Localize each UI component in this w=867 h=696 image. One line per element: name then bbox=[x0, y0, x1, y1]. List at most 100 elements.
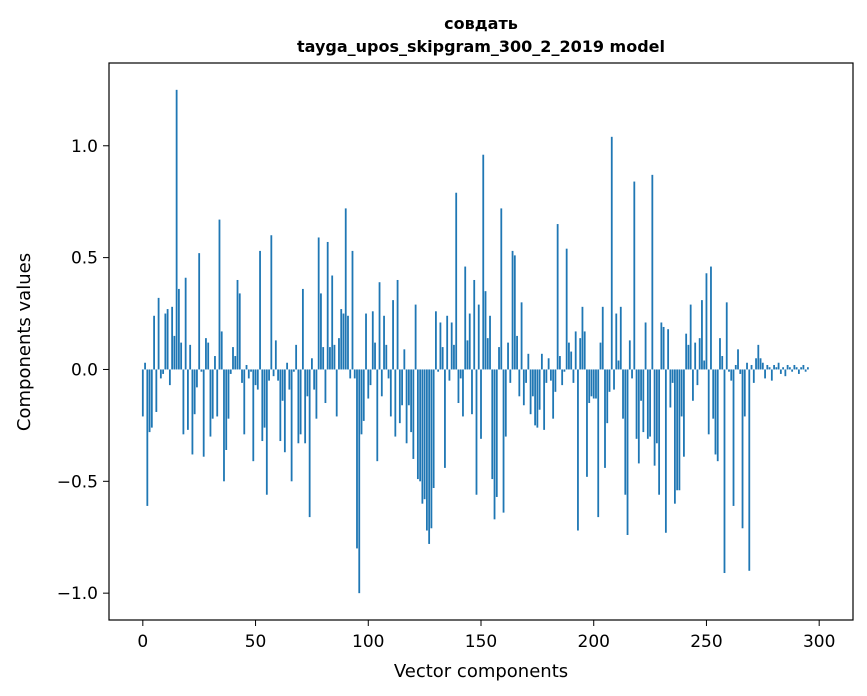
bar-256 bbox=[719, 338, 721, 370]
bar-154 bbox=[489, 315, 491, 370]
bar-217 bbox=[631, 369, 633, 379]
bar-269 bbox=[748, 369, 751, 571]
bar-43 bbox=[238, 293, 241, 370]
bar-95 bbox=[356, 369, 358, 549]
bar-168 bbox=[520, 302, 523, 370]
bar-53 bbox=[261, 369, 264, 442]
bar-136 bbox=[448, 369, 451, 381]
bar-114 bbox=[398, 369, 401, 424]
x-tick-label: 0 bbox=[137, 632, 148, 652]
bar-276 bbox=[764, 369, 766, 379]
bar-183 bbox=[554, 369, 557, 392]
bar-101 bbox=[369, 369, 372, 386]
bar-98 bbox=[362, 369, 365, 421]
bar-52 bbox=[259, 250, 261, 370]
bar-138 bbox=[453, 344, 455, 370]
bar-281 bbox=[775, 367, 778, 370]
y-tick-label: 1.0 bbox=[71, 137, 98, 157]
bar-155 bbox=[491, 369, 494, 480]
x-tick-label: 150 bbox=[465, 632, 497, 652]
bar-55 bbox=[265, 369, 268, 495]
bar-63 bbox=[283, 369, 286, 453]
bar-206 bbox=[606, 369, 609, 424]
bar-220 bbox=[637, 369, 640, 464]
bar-247 bbox=[698, 338, 701, 370]
x-ticks-group: 0 50 100 150 200 250 300 bbox=[137, 620, 835, 652]
bar-295 bbox=[807, 367, 809, 370]
bar-41 bbox=[234, 356, 237, 370]
bar-284 bbox=[782, 367, 785, 370]
bar-12 bbox=[168, 369, 171, 386]
bar-290 bbox=[795, 367, 798, 370]
bars-group bbox=[141, 89, 809, 594]
bar-187 bbox=[563, 369, 566, 372]
bar-115 bbox=[401, 369, 403, 406]
x-axis-label: Vector components bbox=[394, 661, 568, 682]
bar-71 bbox=[301, 288, 304, 370]
bar-18 bbox=[182, 369, 185, 435]
bar-17 bbox=[180, 342, 183, 370]
x-tick-label: 100 bbox=[352, 632, 384, 652]
bar-26 bbox=[200, 369, 203, 372]
bar-20 bbox=[187, 369, 189, 430]
bar-180 bbox=[547, 358, 550, 370]
bar-175 bbox=[536, 369, 539, 428]
bar-54 bbox=[263, 369, 266, 428]
bar-2 bbox=[146, 369, 149, 506]
bar-135 bbox=[446, 315, 449, 370]
bar-141 bbox=[459, 369, 462, 379]
bar-289 bbox=[793, 364, 796, 370]
bar-13 bbox=[171, 306, 174, 370]
bar-292 bbox=[800, 367, 803, 370]
bar-273 bbox=[757, 344, 760, 370]
bar-65 bbox=[288, 369, 291, 390]
bar-173 bbox=[531, 369, 534, 397]
bar-279 bbox=[770, 369, 773, 381]
bar-266 bbox=[741, 369, 744, 529]
bar-88 bbox=[340, 309, 343, 370]
bar-145 bbox=[468, 313, 471, 370]
bar-172 bbox=[529, 369, 532, 415]
bar-230 bbox=[660, 322, 663, 370]
bar-244 bbox=[692, 369, 694, 401]
bar-227 bbox=[653, 369, 656, 466]
bar-184 bbox=[556, 224, 559, 370]
bar-223 bbox=[644, 322, 647, 370]
bar-29 bbox=[207, 342, 210, 370]
bar-143 bbox=[464, 266, 467, 370]
bar-51 bbox=[256, 369, 259, 390]
bar-72 bbox=[304, 369, 307, 444]
bar-259 bbox=[725, 302, 728, 370]
y-tick-label: 0.5 bbox=[71, 249, 98, 269]
bar-197 bbox=[586, 369, 588, 477]
bar-200 bbox=[592, 369, 595, 399]
bar-1 bbox=[144, 362, 146, 370]
bar-188 bbox=[565, 248, 568, 370]
bar-70 bbox=[299, 369, 302, 435]
bar-207 bbox=[608, 369, 611, 392]
bar-49 bbox=[252, 369, 255, 462]
bar-111 bbox=[392, 300, 394, 370]
bar-140 bbox=[457, 369, 460, 404]
bar-44 bbox=[241, 369, 243, 383]
bar-255 bbox=[716, 369, 719, 462]
bar-100 bbox=[367, 369, 370, 399]
bar-99 bbox=[365, 313, 367, 370]
bar-205 bbox=[604, 369, 606, 468]
bar-275 bbox=[761, 362, 764, 370]
bar-82 bbox=[326, 241, 329, 370]
bar-69 bbox=[297, 369, 300, 444]
bar-67 bbox=[292, 369, 295, 372]
bar-75 bbox=[311, 358, 313, 370]
bar-238 bbox=[678, 369, 681, 491]
bar-196 bbox=[583, 331, 586, 370]
bar-294 bbox=[804, 369, 807, 372]
bar-107 bbox=[383, 315, 385, 370]
bar-253 bbox=[712, 369, 715, 419]
bar-268 bbox=[746, 362, 748, 370]
bar-291 bbox=[797, 369, 800, 374]
bar-78 bbox=[317, 237, 320, 370]
bar-235 bbox=[671, 369, 674, 383]
bar-148 bbox=[475, 369, 478, 495]
